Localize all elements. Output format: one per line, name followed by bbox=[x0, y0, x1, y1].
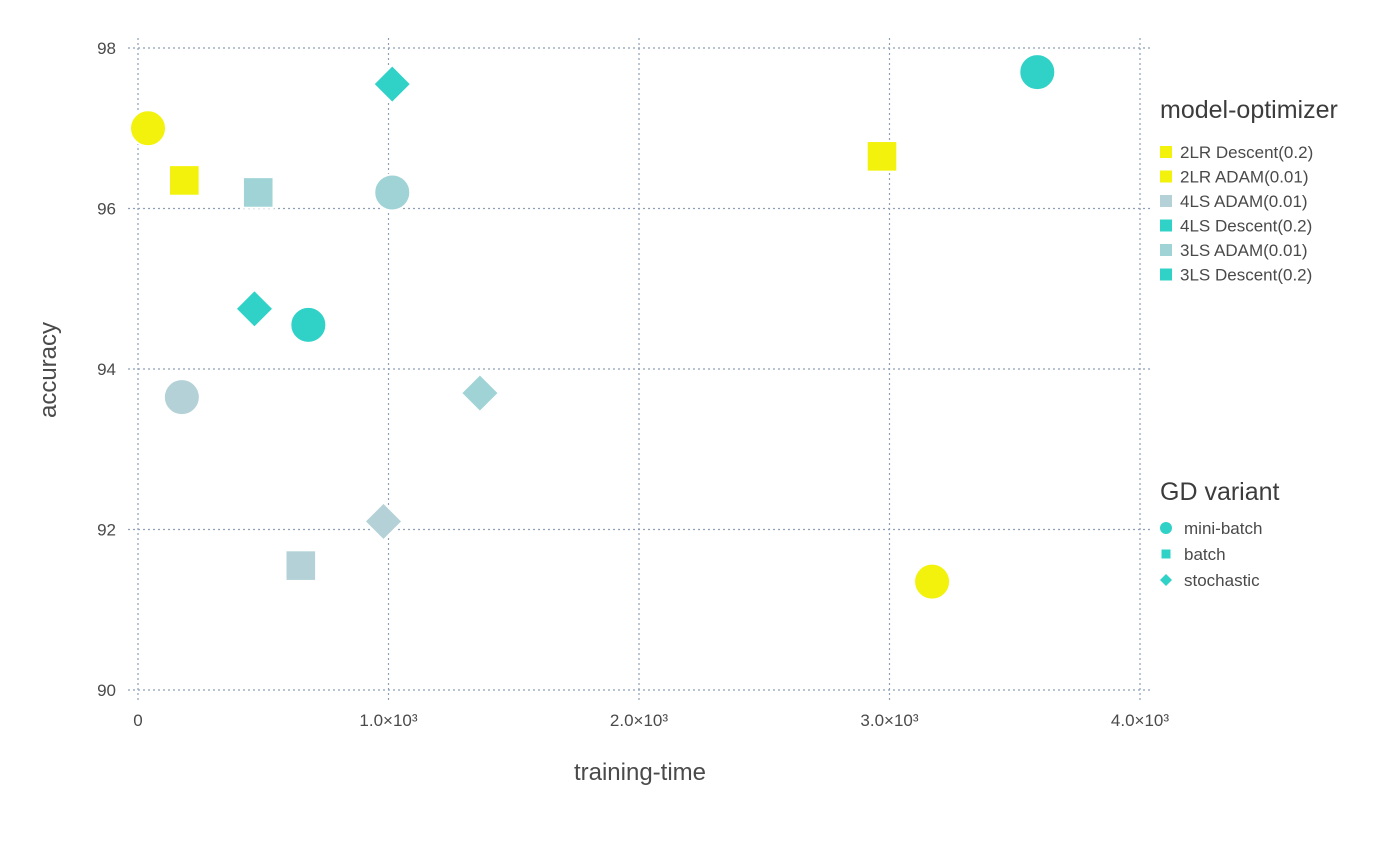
legend-swatch bbox=[1160, 170, 1172, 183]
legend-diamond-marker bbox=[1160, 574, 1172, 586]
data-point bbox=[371, 63, 413, 105]
legend-swatch bbox=[1160, 219, 1172, 232]
data-point bbox=[1018, 53, 1057, 92]
legend-label: 3LS ADAM(0.01) bbox=[1180, 241, 1308, 260]
data-point bbox=[129, 109, 168, 148]
data-point bbox=[373, 173, 412, 212]
y-tick-label: 90 bbox=[97, 681, 116, 700]
legend-swatch bbox=[1160, 268, 1172, 281]
legend-swatch bbox=[1160, 244, 1172, 256]
data-point bbox=[289, 305, 328, 344]
y-tick-label: 94 bbox=[97, 360, 116, 379]
legend-label: batch bbox=[1184, 545, 1226, 564]
x-tick-label: 3.0×10³ bbox=[860, 711, 918, 730]
legend-label: 4LS Descent(0.2) bbox=[1180, 217, 1312, 236]
legend-gd-variant-title: GD variant bbox=[1160, 478, 1280, 506]
data-point bbox=[162, 378, 201, 417]
data-point bbox=[234, 288, 275, 330]
data-point bbox=[459, 372, 501, 414]
tick-labels: 90 92 94 96 98 0 1.0×10³ 2.0×10³ 3.0×10³ 4.0×10³ bbox=[97, 39, 1169, 730]
legend-model-optimizer: model-optimizer 2LR Descent(0.2) 2LR ADAM… bbox=[1160, 96, 1338, 285]
legend-gd-variant: GD variant mini-batch batch stochastic bbox=[1160, 478, 1280, 590]
y-tick-label: 98 bbox=[97, 39, 116, 58]
x-tick-label: 4.0×10³ bbox=[1111, 711, 1169, 730]
y-tick-label: 96 bbox=[97, 200, 116, 219]
legend-label: 3LS Descent(0.2) bbox=[1180, 266, 1312, 285]
y-tick-label: 92 bbox=[97, 521, 116, 540]
legend-model-optimizer-title: model-optimizer bbox=[1160, 96, 1338, 124]
legend-swatch bbox=[1160, 195, 1172, 207]
legend-label: 2LR ADAM(0.01) bbox=[1180, 168, 1309, 187]
legend-swatch bbox=[1160, 146, 1172, 158]
legend-label: stochastic bbox=[1184, 571, 1260, 590]
data-points bbox=[129, 53, 1057, 601]
data-point bbox=[168, 164, 201, 197]
data-point bbox=[363, 501, 404, 542]
data-point bbox=[241, 176, 275, 209]
x-tick-label: 2.0×10³ bbox=[610, 711, 668, 730]
y-axis-title: accuracy bbox=[35, 322, 62, 418]
x-tick-label: 0 bbox=[133, 711, 142, 730]
legend-label: 2LR Descent(0.2) bbox=[1180, 143, 1313, 162]
data-point bbox=[284, 549, 318, 582]
grid bbox=[128, 38, 1150, 700]
x-axis-title: training-time bbox=[574, 759, 706, 786]
legend-circle-marker bbox=[1160, 522, 1172, 534]
legend-square-marker bbox=[1161, 549, 1171, 559]
data-point bbox=[865, 140, 899, 173]
x-tick-label: 1.0×10³ bbox=[359, 711, 417, 730]
legend-label: mini-batch bbox=[1184, 519, 1262, 538]
legend-label: 4LS ADAM(0.01) bbox=[1180, 192, 1308, 211]
data-point bbox=[913, 562, 952, 601]
